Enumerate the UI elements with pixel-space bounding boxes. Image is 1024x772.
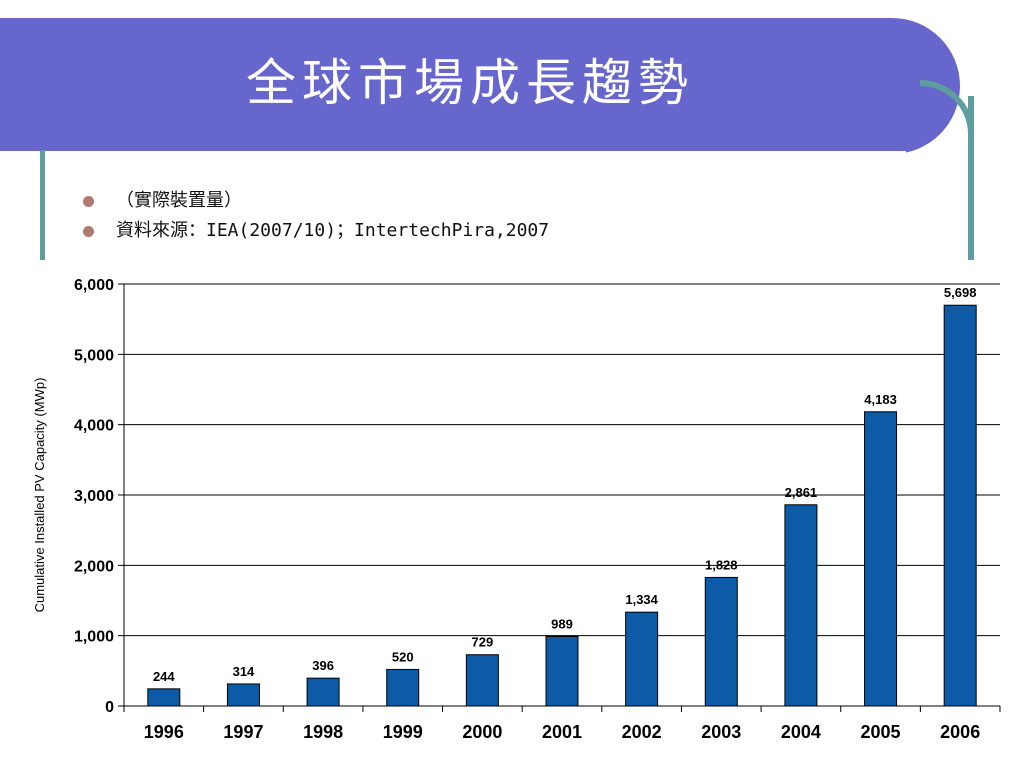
title-underline (0, 151, 906, 155)
slide-title: 全球市場成長趨勢 (246, 54, 694, 112)
bullet-list: （實際裝置量） 資料來源：IEA(2007/10)；IntertechPira,… (80, 186, 549, 246)
data-label: 1,828 (705, 557, 738, 572)
y-tick-label: 1,000 (74, 629, 114, 646)
bar (784, 504, 818, 707)
data-label: 396 (312, 658, 334, 673)
y-tick-label: 6,000 (74, 277, 114, 294)
bullet-item: 資料來源：IEA(2007/10)；IntertechPira,2007 (80, 216, 549, 246)
y-tick-label: 5,000 (74, 347, 114, 364)
chart-area: 0 1,000 2,000 3,000 4,000 5,000 6,000 Cumulativ… (0, 262, 1024, 768)
bullet-dot-icon (83, 226, 94, 237)
data-label: 314 (233, 664, 255, 679)
x-tick-label: 2001 (542, 722, 582, 742)
y-axis-label: Cumulative Installed PV Capacity (MWp) (32, 378, 47, 613)
bar (545, 635, 579, 707)
y-tick-label: 2,000 (74, 558, 114, 575)
frame-line-left (40, 150, 45, 260)
title-banner: 全球市場成長趨勢 (0, 18, 960, 155)
data-label: 5,698 (944, 285, 977, 300)
bar (147, 688, 181, 707)
bar (864, 411, 898, 707)
bar (306, 677, 340, 707)
data-label: 729 (472, 635, 494, 650)
x-tick-label: 2000 (462, 722, 502, 742)
x-tick-label: 2004 (781, 722, 821, 742)
bar (465, 654, 499, 707)
bar (226, 683, 260, 707)
bullet-dot-icon (83, 196, 94, 207)
x-tick-label: 2006 (940, 722, 980, 742)
x-tick-label: 1997 (223, 722, 263, 742)
bullet-item: （實際裝置量） (80, 186, 549, 216)
data-label: 1,334 (625, 592, 658, 607)
data-label: 244 (153, 669, 175, 684)
x-tick-label: 1998 (303, 722, 343, 742)
bar (625, 611, 659, 707)
data-label: 2,861 (785, 485, 818, 500)
bullet-text: （實際裝置量） (116, 190, 242, 211)
x-tick-label: 2003 (701, 722, 741, 742)
frame-line-right (968, 96, 974, 260)
bar-chart: 0 1,000 2,000 3,000 4,000 5,000 6,000 Cumulativ… (32, 277, 1001, 742)
data-label: 520 (392, 649, 414, 664)
bullet-text: 資料來源：IEA(2007/10)；IntertechPira,2007 (116, 220, 550, 241)
x-tick-label: 2002 (622, 722, 662, 742)
frame-curve-decoration (920, 80, 974, 140)
bar (943, 304, 977, 707)
x-tick-label: 1999 (383, 722, 423, 742)
bar (386, 668, 420, 707)
y-tick-label: 0 (105, 699, 114, 716)
data-label: 4,183 (864, 392, 897, 407)
bar (704, 576, 738, 707)
y-tick-label: 4,000 (74, 418, 114, 435)
x-tick-label: 2005 (861, 722, 901, 742)
data-label: 989 (551, 616, 573, 631)
x-tick-label: 1996 (144, 722, 184, 742)
y-tick-label: 3,000 (74, 488, 114, 505)
